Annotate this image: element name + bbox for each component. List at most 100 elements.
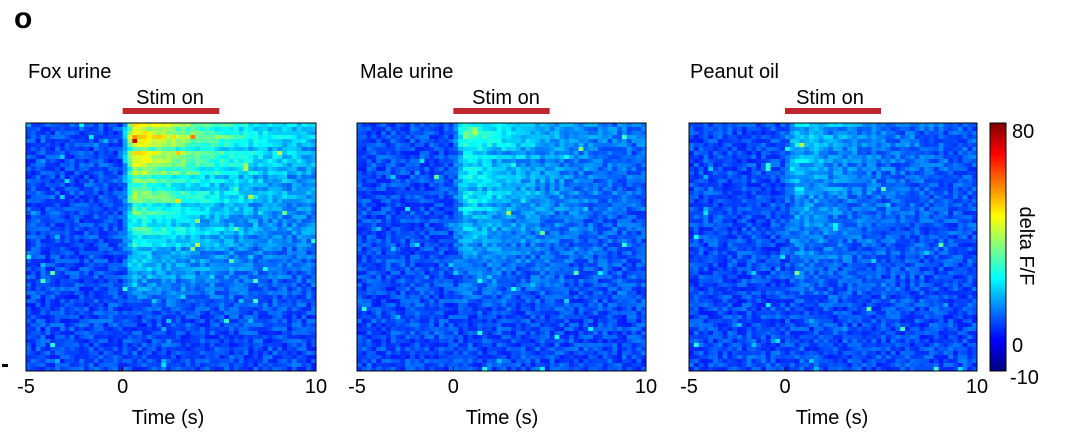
heatmap-cell bbox=[277, 187, 283, 192]
heatmap-cell bbox=[258, 151, 264, 156]
heatmap-cell bbox=[50, 139, 56, 144]
heatmap-cell bbox=[40, 331, 46, 336]
heatmap-cell bbox=[597, 127, 604, 132]
heatmap-cell bbox=[214, 155, 220, 160]
heatmap-cell bbox=[127, 123, 133, 128]
heatmap-cell bbox=[357, 171, 363, 176]
heatmap-cell bbox=[175, 355, 182, 360]
heatmap-cell bbox=[74, 227, 80, 232]
heatmap-cell bbox=[253, 151, 259, 156]
heatmap-cell bbox=[166, 135, 172, 140]
heatmap-cell bbox=[103, 211, 109, 216]
heatmap-cell bbox=[390, 127, 396, 132]
heatmap-cell bbox=[79, 315, 85, 320]
heatmap-cell bbox=[559, 155, 565, 160]
heatmap-cell bbox=[35, 231, 41, 236]
heatmap-cell bbox=[219, 131, 225, 136]
heatmap-cell bbox=[50, 283, 56, 288]
heatmap-cell bbox=[142, 311, 148, 316]
heatmap-cell bbox=[272, 175, 278, 180]
heatmap-cell bbox=[381, 135, 387, 140]
heatmap-cell bbox=[214, 323, 220, 328]
heatmap-cell bbox=[146, 207, 153, 212]
heatmap-cell bbox=[117, 187, 124, 192]
heatmap-cell bbox=[55, 239, 61, 244]
heatmap-cell bbox=[612, 203, 618, 208]
heatmap-cell bbox=[214, 335, 220, 340]
heatmap-cell bbox=[117, 307, 124, 312]
heatmap-cell bbox=[190, 275, 196, 280]
heatmap-cell bbox=[88, 335, 95, 340]
heatmap-cell bbox=[467, 127, 473, 132]
heatmap-cell bbox=[180, 219, 186, 224]
heatmap-cell bbox=[282, 299, 288, 304]
heatmap-cell bbox=[59, 195, 66, 200]
heatmap-cell bbox=[573, 147, 579, 152]
heatmap-cell bbox=[224, 299, 230, 304]
heatmap-cell bbox=[98, 127, 104, 132]
heatmap-cell bbox=[282, 223, 288, 228]
heatmap-cell bbox=[113, 179, 119, 184]
heatmap-cell bbox=[180, 151, 186, 156]
heatmap-cell bbox=[122, 363, 128, 368]
heatmap-cell bbox=[146, 343, 153, 348]
heatmap-cell bbox=[117, 247, 124, 252]
heatmap-cell bbox=[597, 183, 604, 188]
heatmap-cell bbox=[93, 287, 99, 292]
heatmap-cell bbox=[40, 219, 46, 224]
heatmap-cell bbox=[171, 235, 177, 240]
heatmap-cell bbox=[55, 255, 61, 260]
heatmap-cell bbox=[214, 207, 220, 212]
heatmap-cell bbox=[301, 283, 307, 288]
heatmap-cell bbox=[117, 335, 124, 340]
heatmap-cell bbox=[258, 319, 264, 324]
heatmap-cell bbox=[282, 199, 288, 204]
heatmap-cell bbox=[142, 159, 148, 164]
heatmap-cell bbox=[296, 159, 302, 164]
heatmap-cell bbox=[142, 187, 148, 192]
heatmap-cell bbox=[267, 175, 273, 180]
heatmap-cell bbox=[462, 163, 469, 168]
heatmap-cell bbox=[311, 347, 317, 352]
heatmap-cell bbox=[306, 163, 312, 168]
heatmap-cell bbox=[282, 295, 288, 300]
heatmap-cell bbox=[224, 279, 230, 284]
heatmap-cell bbox=[282, 179, 288, 184]
heatmap-cell bbox=[69, 239, 75, 244]
heatmap-cell bbox=[98, 315, 104, 320]
heatmap-cell bbox=[287, 235, 293, 240]
heatmap-cell bbox=[151, 179, 157, 184]
heatmap-cell bbox=[146, 283, 153, 288]
heatmap-cell bbox=[248, 143, 254, 148]
heatmap-cell bbox=[146, 243, 153, 248]
heatmap-cell bbox=[88, 187, 95, 192]
heatmap-cell bbox=[204, 315, 211, 320]
heatmap-cell bbox=[357, 163, 363, 168]
heatmap-cell bbox=[414, 131, 421, 136]
heatmap-cell bbox=[214, 175, 220, 180]
heatmap-cell bbox=[185, 163, 191, 168]
heatmap-cell bbox=[151, 223, 157, 228]
heatmap-cell bbox=[224, 335, 230, 340]
heatmap-cell bbox=[200, 231, 206, 236]
heatmap-cell bbox=[233, 271, 240, 276]
heatmap-cell bbox=[520, 171, 526, 176]
heatmap-cell bbox=[79, 287, 85, 292]
heatmap-cell bbox=[607, 143, 613, 148]
heatmap-cell bbox=[405, 139, 411, 144]
heatmap-cell bbox=[103, 167, 109, 172]
heatmap-cell bbox=[146, 271, 153, 276]
heatmap-cell bbox=[409, 143, 416, 148]
heatmap-cell bbox=[277, 275, 283, 280]
heatmap-cell bbox=[151, 247, 157, 252]
heatmap-cell bbox=[35, 191, 41, 196]
heatmap-cell bbox=[185, 327, 191, 332]
heatmap-cell bbox=[146, 351, 153, 356]
heatmap-cell bbox=[180, 123, 186, 128]
heatmap-cell bbox=[142, 271, 148, 276]
heatmap-cell bbox=[224, 207, 230, 212]
heatmap-cell bbox=[50, 363, 56, 368]
heatmap-cell bbox=[253, 279, 259, 284]
heatmap-cell bbox=[146, 195, 153, 200]
heatmap-cell bbox=[262, 295, 269, 300]
